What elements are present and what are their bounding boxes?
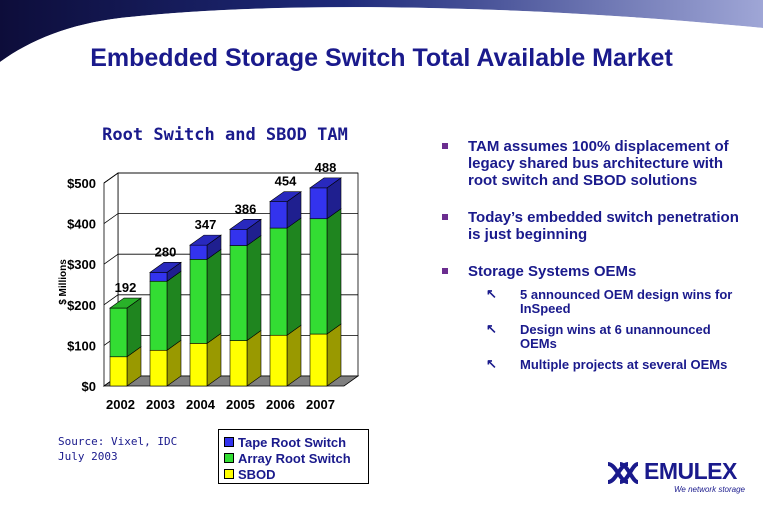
source-line: Source: Vixel, IDC bbox=[58, 435, 178, 448]
legend-item: SBOD bbox=[224, 466, 368, 482]
y-tick-label: $300 bbox=[67, 257, 96, 272]
bar-segment bbox=[269, 227, 288, 336]
bar-segment bbox=[229, 340, 248, 387]
header-banner bbox=[0, 0, 763, 70]
bullet-text: Today’s embedded switch penetration is j… bbox=[468, 209, 739, 243]
source-note: Source: Vixel, IDC July 2003 bbox=[58, 434, 177, 464]
bullet-item: TAM assumes 100% displacement of legacy … bbox=[440, 138, 740, 189]
gridline bbox=[103, 172, 358, 184]
bullet-square-icon bbox=[442, 268, 448, 274]
y-tick-label: $200 bbox=[67, 298, 96, 313]
sub-bullet-list: ↖ 5 announced OEM design wins for InSpeed… bbox=[468, 286, 740, 372]
x-tick-label: 2003 bbox=[146, 397, 175, 412]
legend-label: Array Root Switch bbox=[238, 450, 351, 466]
bar-side bbox=[286, 324, 302, 387]
chart-title: Root Switch and SBOD TAM bbox=[102, 125, 348, 145]
bar-top bbox=[109, 297, 142, 309]
sub-bullet-item: ↖ Multiple projects at several OEMs bbox=[468, 356, 740, 372]
bar-side bbox=[166, 270, 182, 351]
data-label: 488 bbox=[315, 160, 337, 175]
bar-segment bbox=[109, 356, 128, 387]
bullet-list: TAM assumes 100% displacement of legacy … bbox=[440, 138, 740, 392]
bar-segment bbox=[229, 245, 248, 341]
data-label: 280 bbox=[155, 244, 177, 259]
source-date: July 2003 bbox=[58, 450, 118, 463]
bullet-square-icon bbox=[442, 214, 448, 220]
sub-bullet-text: Design wins at 6 unannounced OEMs bbox=[520, 322, 711, 351]
bar-segment bbox=[189, 343, 208, 387]
bar-segment bbox=[309, 218, 328, 335]
data-label: 347 bbox=[195, 217, 217, 232]
bar-top bbox=[189, 234, 222, 246]
company-logo: EMULEX We network storage bbox=[606, 458, 746, 494]
bar-top bbox=[269, 191, 302, 202]
y-tick-label: $400 bbox=[67, 217, 96, 232]
sub-bullet-text: Multiple projects at several OEMs bbox=[520, 357, 728, 372]
legend-item: Tape Root Switch bbox=[224, 434, 368, 450]
bar-top bbox=[309, 177, 342, 189]
bar-segment bbox=[229, 228, 248, 246]
bar-side bbox=[206, 248, 222, 344]
bar-top bbox=[229, 218, 262, 230]
x-tick-label: 2004 bbox=[186, 397, 216, 412]
y-axis-label: $ Millions bbox=[58, 259, 69, 305]
data-label: 454 bbox=[275, 174, 297, 189]
bar-segment bbox=[309, 333, 328, 387]
legend-label: SBOD bbox=[238, 466, 276, 482]
bar-side bbox=[326, 323, 342, 387]
x-tick-label: 2002 bbox=[106, 397, 135, 412]
bar-segment bbox=[269, 201, 288, 229]
legend-swatch bbox=[224, 437, 234, 447]
bullet-item: Storage Systems OEMs ↖ 5 announced OEM de… bbox=[440, 263, 740, 372]
arrow-icon: ↖ bbox=[486, 356, 497, 371]
bar-segment bbox=[269, 334, 288, 387]
legend-item: Array Root Switch bbox=[224, 450, 368, 466]
sub-bullet-item: ↖ 5 announced OEM design wins for InSpeed bbox=[468, 286, 740, 316]
logo-name: EMULEX bbox=[644, 458, 737, 484]
chart-legend: Tape Root Switch Array Root Switch SBOD bbox=[218, 429, 369, 484]
legend-swatch bbox=[224, 469, 234, 479]
bar-segment bbox=[149, 272, 168, 282]
bar-top bbox=[149, 262, 182, 273]
y-tick-label: $0 bbox=[82, 379, 96, 394]
arrow-icon: ↖ bbox=[486, 286, 497, 301]
logo-tagline: We network storage bbox=[674, 485, 745, 494]
bar-segment bbox=[309, 187, 328, 220]
x-tick-label: 2006 bbox=[266, 397, 295, 412]
y-tick-label: $100 bbox=[67, 338, 96, 353]
y-tick-label: $500 bbox=[67, 176, 96, 191]
x-tick-label: 2007 bbox=[306, 397, 335, 412]
bar-segment bbox=[189, 244, 208, 260]
stacked-bar-chart: Root Switch and SBOD TAM $ Millions $0 $1… bbox=[58, 125, 360, 412]
emulex-mark-icon bbox=[607, 462, 639, 484]
bar-segment bbox=[149, 349, 168, 387]
x-tick-label: 2005 bbox=[226, 397, 255, 412]
bar-side bbox=[326, 208, 342, 335]
bar-side bbox=[286, 217, 302, 336]
bar-segment bbox=[149, 280, 168, 351]
legend-swatch bbox=[224, 453, 234, 463]
arrow-icon: ↖ bbox=[486, 321, 497, 336]
page-title: Embedded Storage Switch Total Available … bbox=[90, 44, 673, 72]
bullet-item: Today’s embedded switch penetration is j… bbox=[440, 209, 740, 243]
bullet-text: TAM assumes 100% displacement of legacy … bbox=[468, 138, 729, 189]
bullet-square-icon bbox=[442, 143, 448, 149]
bar-segment bbox=[109, 307, 128, 358]
bullet-text: Storage Systems OEMs bbox=[468, 263, 637, 280]
bar-side bbox=[246, 234, 262, 342]
sub-bullet-item: ↖ Design wins at 6 unannounced OEMs bbox=[468, 321, 740, 351]
data-label: 192 bbox=[115, 280, 137, 295]
bar-segment bbox=[189, 259, 208, 344]
sub-bullet-text: 5 announced OEM design wins for InSpeed bbox=[520, 287, 733, 316]
data-label: 386 bbox=[235, 201, 257, 216]
legend-label: Tape Root Switch bbox=[238, 434, 347, 450]
